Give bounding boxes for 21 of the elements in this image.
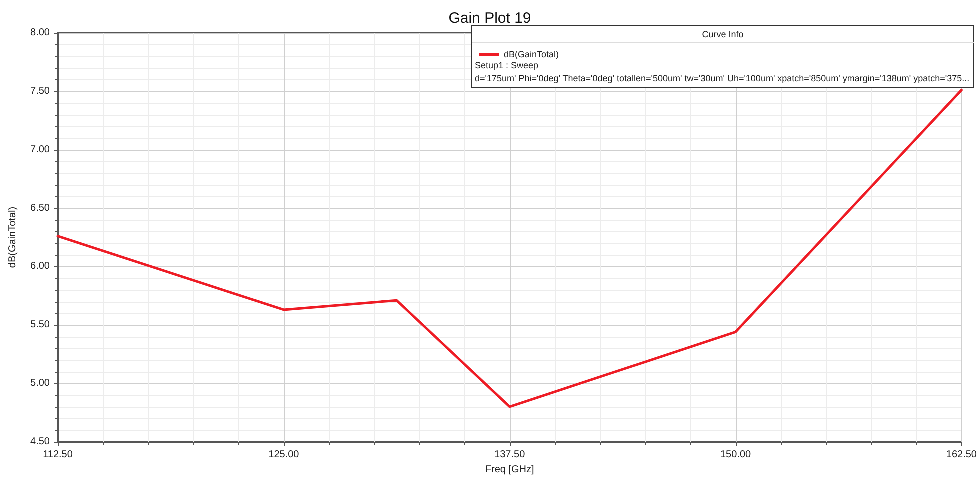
x-tick-label: 112.50 (43, 450, 74, 460)
legend-title: Curve Info (702, 30, 744, 40)
y-axis-title: dB(GainTotal) (8, 206, 18, 268)
y-tick-label: 5.50 (30, 320, 50, 331)
annotation: Setup1 : Sweep (475, 60, 539, 70)
y-tick-label: 8.00 (30, 28, 50, 38)
y-tick-label: 6.50 (30, 202, 50, 214)
x-axis-title: Freq [GHz] (485, 464, 535, 476)
annotation: d='175um' Phi='0deg' Theta='0deg' totallen='500um' tw='30um' Uh='100um' xpatch='850um' ymargin='138um' ypatch='375... (475, 74, 970, 84)
x-tick-label: 137.50 (494, 450, 526, 460)
y-tick-label: 5.00 (30, 378, 50, 390)
y-tick-label: 7.50 (30, 86, 50, 97)
x-tick-label: 150.00 (720, 450, 752, 460)
legend-label: dB(GainTotal) (504, 50, 560, 60)
y-tick-label: 4.50 (30, 436, 50, 448)
x-tick-label: 162.50 (946, 450, 978, 460)
chart-title: Gain Plot 19 (448, 10, 532, 27)
y-tick-label: 7.00 (30, 144, 50, 156)
line-series (56, 89, 963, 408)
y-tick-label: 6.00 (30, 261, 50, 272)
x-tick-label: 125.00 (268, 450, 300, 460)
